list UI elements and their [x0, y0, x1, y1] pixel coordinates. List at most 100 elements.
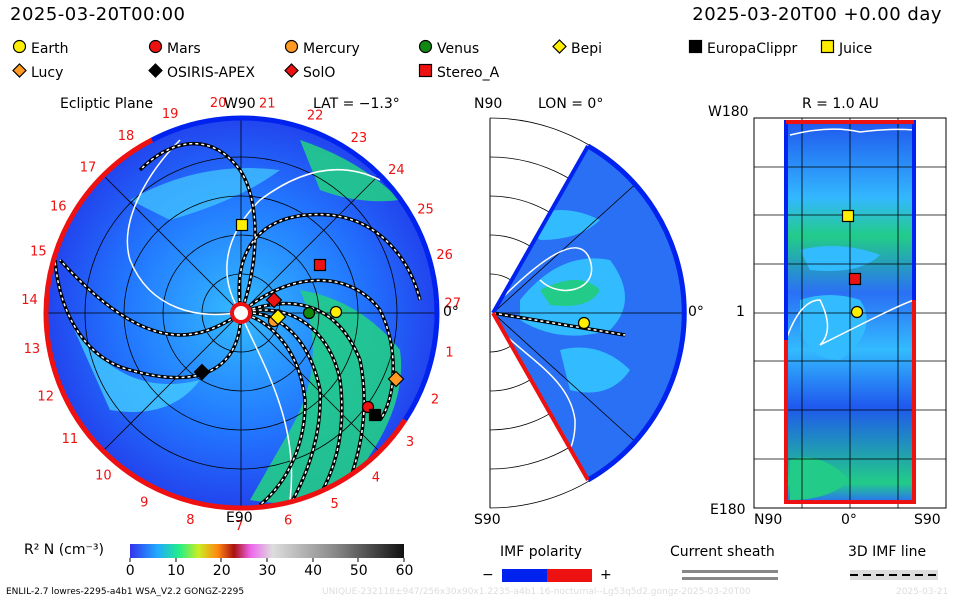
- imf-title: IMF polarity: [500, 544, 583, 560]
- legend-item-solo: SolO: [284, 63, 335, 82]
- sector-number: 21: [259, 97, 276, 112]
- legend-item-juice: Juice: [820, 39, 872, 58]
- imf-minus: −: [482, 567, 494, 583]
- meridional-right-label: 0°: [688, 304, 704, 320]
- sector-number: 5: [330, 497, 338, 512]
- imf-positive-bar: [547, 569, 592, 582]
- colorbar-tick: 0: [125, 563, 135, 579]
- circle-marker-icon: [284, 39, 299, 58]
- marker-europaclippr: [368, 408, 382, 422]
- legend-label: Mercury: [303, 40, 360, 57]
- sector-number: 13: [24, 342, 41, 357]
- legend-item-lucy: Lucy: [12, 63, 63, 82]
- marker-venus: [302, 306, 316, 320]
- footer-model: ENLIL-2.7 lowres-2295-a4b1 WSA_V2.2 GONG…: [6, 587, 245, 597]
- sector-number: 4: [372, 471, 380, 486]
- meridional-panel: [489, 117, 687, 509]
- legend-item-mercury: Mercury: [284, 39, 360, 58]
- sector-number: 18: [118, 129, 135, 144]
- colorbar-tick: 10: [167, 563, 185, 579]
- legend-label: Lucy: [31, 64, 64, 81]
- legend-label: Mars: [167, 40, 201, 57]
- sector-number: 25: [417, 203, 434, 218]
- sector-number: 20: [210, 96, 227, 111]
- meridional-lon: LON = 0°: [538, 96, 604, 112]
- legend-item-stereo-a: Stereo_A: [418, 63, 499, 82]
- meridional-bottom-label: S90: [474, 512, 501, 528]
- radial-tick-0: 0°: [841, 512, 857, 528]
- radial-bottom-left: E180: [710, 502, 746, 518]
- imf3d-title: 3D IMF line: [848, 544, 927, 560]
- legend-item-earth: Earth: [12, 39, 69, 58]
- datetime-title: 2025-03-20T00:00: [10, 4, 186, 25]
- colorbar-tick: 50: [349, 563, 368, 579]
- ecliptic-top-label: W90: [224, 96, 256, 112]
- offset-title: 2025-03-20T00 +0.00 day: [692, 4, 942, 25]
- sector-number: 24: [388, 163, 405, 178]
- legend-label: Venus: [437, 40, 480, 57]
- marker-juice: [841, 209, 855, 223]
- circle-marker-icon: [148, 39, 163, 58]
- radial-tick-s90: S90: [914, 512, 941, 528]
- square-marker-icon: [820, 39, 835, 58]
- sector-number: 9: [140, 496, 148, 511]
- square-marker-icon: [688, 39, 703, 58]
- ecliptic-bottom-label: E90: [226, 510, 253, 526]
- legend-label: EuropaClippr: [707, 40, 798, 57]
- imf-plus: +: [600, 567, 612, 583]
- sector-number: 12: [37, 389, 54, 404]
- ecliptic-plane-panel: [43, 115, 440, 511]
- colorbar-label: R² N (cm⁻³): [24, 542, 104, 558]
- legend-label: OSIRIS-APEX: [167, 64, 255, 81]
- ecliptic-right-label: 0°: [443, 304, 459, 320]
- sector-number: 8: [186, 513, 194, 528]
- legend-item-venus: Venus: [418, 39, 479, 58]
- sheath-title: Current sheath: [670, 544, 775, 560]
- sector-number: 1: [445, 346, 453, 361]
- legend-label: SolO: [303, 64, 336, 81]
- sector-number: 22: [307, 108, 324, 123]
- sector-number: 23: [351, 131, 368, 146]
- legend-label: Juice: [839, 40, 873, 57]
- radial-title: R = 1.0 AU: [802, 96, 879, 112]
- footer-date: 2025-03-21: [896, 587, 949, 597]
- meridional-top-label: N90: [474, 96, 503, 112]
- sector-number: 16: [50, 200, 67, 215]
- legend-item-bepi: Bepi: [552, 39, 602, 58]
- marker-stereo-a: [313, 258, 327, 272]
- legend-label: Bepi: [571, 40, 602, 57]
- square-marker-icon: [418, 63, 433, 82]
- sector-number: 11: [62, 432, 79, 447]
- sector-number: 26: [436, 248, 453, 263]
- marker-juice: [235, 218, 249, 232]
- radial-mid-left: 1: [736, 304, 745, 320]
- marker-stereo-a: [848, 272, 862, 286]
- legend-item-mars: Mars: [148, 39, 201, 58]
- marker-solo: [265, 291, 283, 309]
- colorbar-tick: 60: [395, 563, 414, 579]
- colorbar-tick: 30: [258, 563, 277, 579]
- diamond-marker-icon: [12, 63, 27, 82]
- sector-number: 6: [284, 514, 292, 529]
- circle-marker-icon: [12, 39, 27, 58]
- imf-negative-bar: [502, 569, 547, 582]
- radial-panel: [753, 117, 947, 509]
- marker-osiris-apex: [193, 363, 211, 381]
- footer-run: UNIQUE‑232118±947/256x30x90x1.2235‑a4b1.…: [322, 587, 751, 597]
- sector-number: 3: [406, 435, 414, 450]
- sector-number: 7: [235, 519, 243, 534]
- diamond-marker-icon: [148, 63, 163, 82]
- legend-item-europaclippr: EuropaClippr: [688, 39, 797, 58]
- ecliptic-lat: LAT = −1.3°: [313, 96, 400, 112]
- sector-number: 27: [444, 296, 461, 311]
- marker-earth: [850, 305, 864, 319]
- diamond-marker-icon: [284, 63, 299, 82]
- sector-number: 2: [431, 393, 439, 408]
- density-colorbar: [130, 544, 404, 558]
- legend-item-osiris-apex: OSIRIS-APEX: [148, 63, 255, 82]
- marker-bepi: [269, 308, 287, 326]
- colorbar-tick: 40: [304, 563, 323, 579]
- radial-tick-n90: N90: [754, 512, 783, 528]
- marker-lucy: [387, 370, 405, 388]
